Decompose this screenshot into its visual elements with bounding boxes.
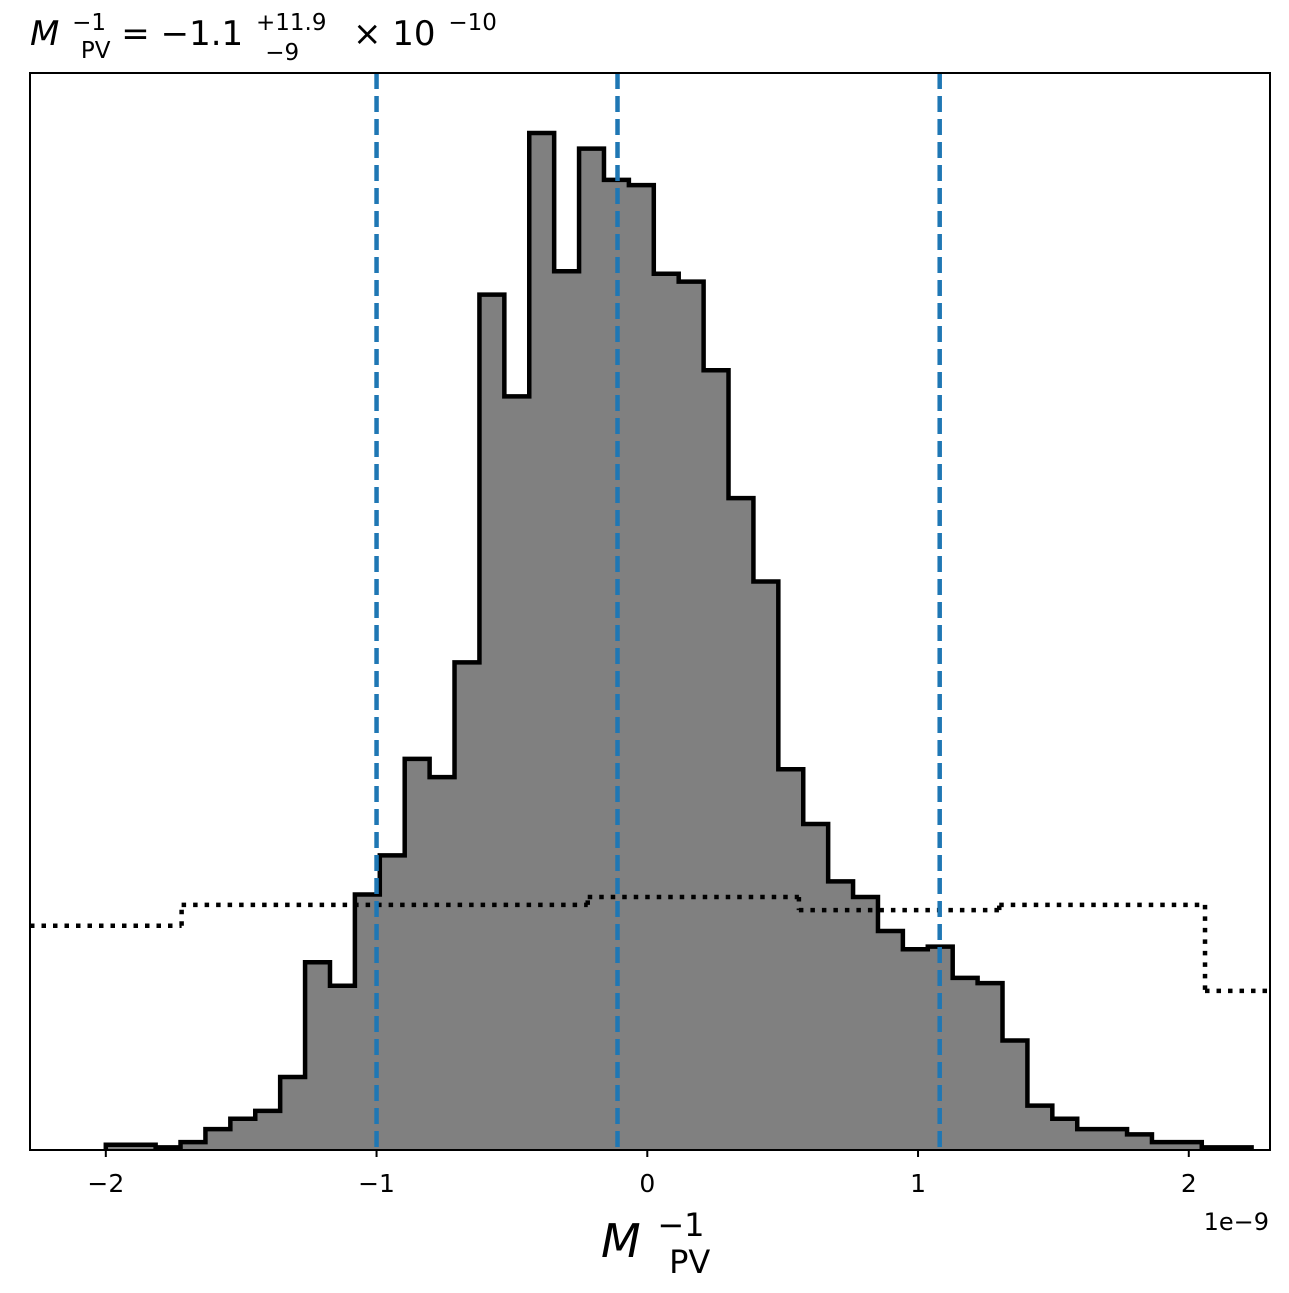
chart-title: M −1 PV = −1.1 +11.9 −9 × 10 −10 bbox=[30, 0, 497, 69]
xlabel-sub: PV bbox=[669, 1243, 710, 1281]
axes-frame bbox=[29, 72, 1271, 1151]
prior-histogram bbox=[30, 894, 1270, 994]
title-times: × 10 bbox=[353, 14, 436, 54]
x-axis-ticks: −2 −1 0 1 2 bbox=[87, 1150, 1197, 1198]
title-exponent: −10 bbox=[448, 10, 497, 36]
x-tick-label-1: −1 bbox=[358, 1169, 395, 1198]
posterior-histogram-fill bbox=[105, 132, 1252, 1150]
title-base-sup: −1 bbox=[72, 10, 106, 36]
x-tick-label-4: 2 bbox=[1181, 1169, 1197, 1198]
xlabel-base: M bbox=[601, 1214, 641, 1268]
x-axis-label: M −1 PV bbox=[601, 1193, 719, 1281]
quantile-lines bbox=[374, 73, 942, 1150]
plot-area bbox=[30, 73, 1270, 1150]
title-base-sub: PV bbox=[81, 38, 111, 64]
xlabel-sup: −1 bbox=[657, 1206, 704, 1244]
posterior-histogram-outline bbox=[103, 130, 1254, 1150]
x-tick-label-2: 0 bbox=[639, 1169, 655, 1198]
x-tick-label-0: −2 bbox=[87, 1169, 124, 1198]
title-err-plus: +11.9 bbox=[256, 10, 326, 36]
x-tick-label-3: 1 bbox=[910, 1169, 926, 1198]
title-base: M bbox=[30, 14, 59, 54]
title-err-minus: −9 bbox=[265, 40, 299, 66]
x-offset-label: 1e−9 bbox=[1204, 1208, 1269, 1236]
title-equals: = −1.1 bbox=[121, 14, 243, 54]
